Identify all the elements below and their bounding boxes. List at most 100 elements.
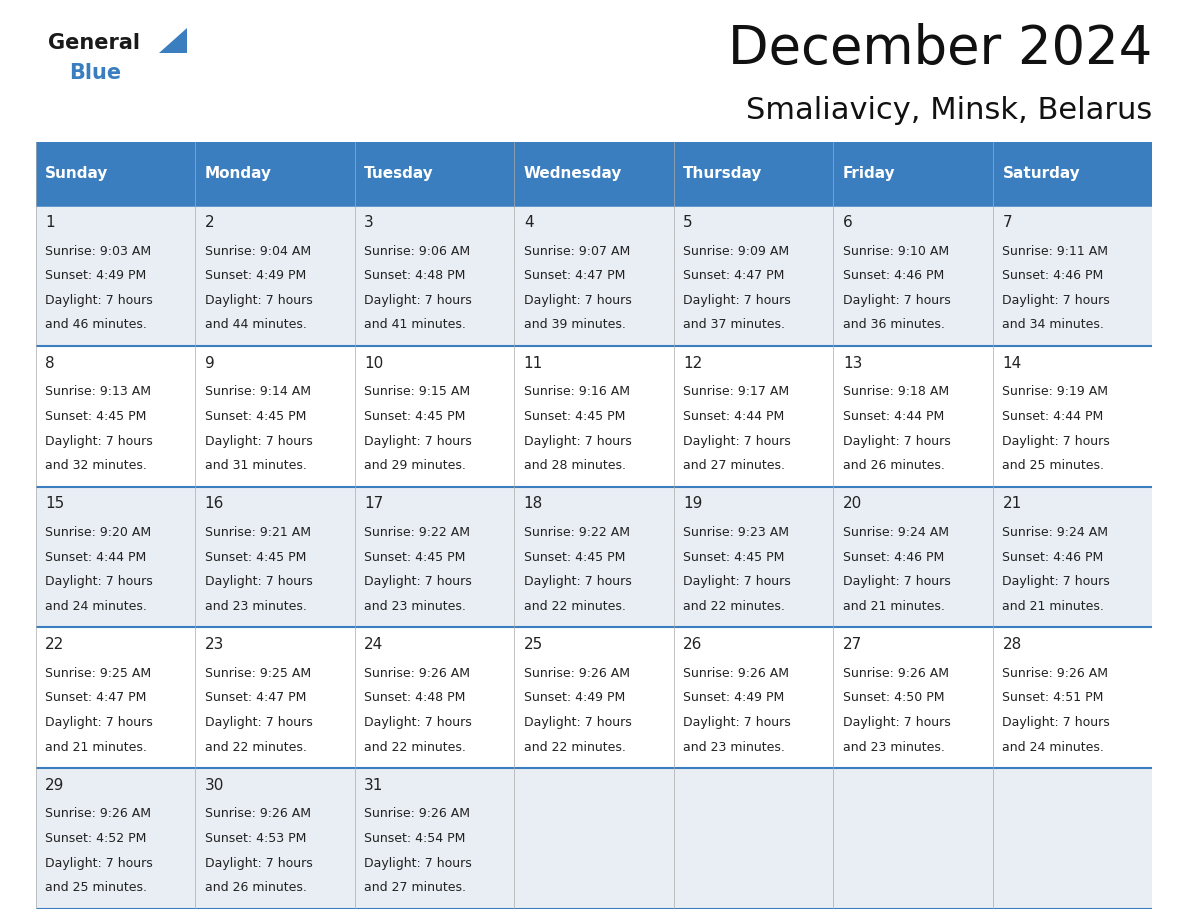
Text: Sunset: 4:45 PM: Sunset: 4:45 PM — [204, 410, 307, 423]
Text: and 28 minutes.: and 28 minutes. — [524, 459, 626, 472]
Text: Sunrise: 9:14 AM: Sunrise: 9:14 AM — [204, 386, 311, 398]
Text: and 32 minutes.: and 32 minutes. — [45, 459, 147, 472]
Text: 19: 19 — [683, 497, 703, 511]
Text: Sunrise: 9:26 AM: Sunrise: 9:26 AM — [842, 666, 949, 679]
Text: Daylight: 7 hours: Daylight: 7 hours — [365, 576, 472, 588]
Text: 28: 28 — [1003, 637, 1022, 652]
Text: and 39 minutes.: and 39 minutes. — [524, 319, 626, 331]
Text: Daylight: 7 hours: Daylight: 7 hours — [45, 294, 153, 307]
Text: Sunset: 4:44 PM: Sunset: 4:44 PM — [683, 410, 784, 423]
Text: Sunset: 4:48 PM: Sunset: 4:48 PM — [365, 269, 466, 282]
Text: 8: 8 — [45, 356, 55, 371]
Text: Sunrise: 9:07 AM: Sunrise: 9:07 AM — [524, 244, 630, 258]
Text: Sunset: 4:51 PM: Sunset: 4:51 PM — [1003, 691, 1104, 704]
Text: and 46 minutes.: and 46 minutes. — [45, 319, 147, 331]
Text: Daylight: 7 hours: Daylight: 7 hours — [1003, 716, 1110, 729]
Text: Sunrise: 9:26 AM: Sunrise: 9:26 AM — [45, 808, 151, 821]
Text: 14: 14 — [1003, 356, 1022, 371]
Text: and 23 minutes.: and 23 minutes. — [842, 741, 944, 754]
Text: Sunset: 4:47 PM: Sunset: 4:47 PM — [524, 269, 625, 282]
Text: and 27 minutes.: and 27 minutes. — [683, 459, 785, 472]
Text: and 29 minutes.: and 29 minutes. — [365, 459, 466, 472]
Text: Daylight: 7 hours: Daylight: 7 hours — [45, 856, 153, 869]
Text: Sunrise: 9:22 AM: Sunrise: 9:22 AM — [365, 526, 470, 539]
Text: Daylight: 7 hours: Daylight: 7 hours — [683, 294, 791, 307]
Text: Daylight: 7 hours: Daylight: 7 hours — [204, 716, 312, 729]
Text: and 23 minutes.: and 23 minutes. — [683, 741, 785, 754]
Text: Thursday: Thursday — [683, 166, 763, 181]
Text: 1: 1 — [45, 215, 55, 230]
Text: Sunset: 4:47 PM: Sunset: 4:47 PM — [683, 269, 785, 282]
Text: and 36 minutes.: and 36 minutes. — [842, 319, 944, 331]
Text: Sunset: 4:46 PM: Sunset: 4:46 PM — [1003, 269, 1104, 282]
Text: and 37 minutes.: and 37 minutes. — [683, 319, 785, 331]
Text: Sunrise: 9:20 AM: Sunrise: 9:20 AM — [45, 526, 151, 539]
Text: Daylight: 7 hours: Daylight: 7 hours — [683, 716, 791, 729]
Text: 25: 25 — [524, 637, 543, 652]
Text: 27: 27 — [842, 637, 862, 652]
Text: Daylight: 7 hours: Daylight: 7 hours — [842, 434, 950, 448]
Text: Daylight: 7 hours: Daylight: 7 hours — [1003, 576, 1110, 588]
Text: Sunset: 4:47 PM: Sunset: 4:47 PM — [45, 691, 146, 704]
Text: 31: 31 — [365, 778, 384, 793]
Text: Daylight: 7 hours: Daylight: 7 hours — [204, 294, 312, 307]
Text: and 25 minutes.: and 25 minutes. — [45, 881, 147, 894]
Text: Sunrise: 9:26 AM: Sunrise: 9:26 AM — [524, 666, 630, 679]
Text: and 22 minutes.: and 22 minutes. — [524, 599, 626, 613]
Text: Sunset: 4:49 PM: Sunset: 4:49 PM — [45, 269, 146, 282]
Text: 23: 23 — [204, 637, 225, 652]
Text: Daylight: 7 hours: Daylight: 7 hours — [524, 434, 632, 448]
Text: Daylight: 7 hours: Daylight: 7 hours — [683, 576, 791, 588]
Text: Sunset: 4:47 PM: Sunset: 4:47 PM — [204, 691, 307, 704]
Text: Daylight: 7 hours: Daylight: 7 hours — [524, 294, 632, 307]
Text: Sunrise: 9:13 AM: Sunrise: 9:13 AM — [45, 386, 151, 398]
Text: Daylight: 7 hours: Daylight: 7 hours — [365, 716, 472, 729]
Text: 3: 3 — [365, 215, 374, 230]
Text: 24: 24 — [365, 637, 384, 652]
Text: Sunset: 4:52 PM: Sunset: 4:52 PM — [45, 832, 146, 845]
Text: Daylight: 7 hours: Daylight: 7 hours — [683, 434, 791, 448]
Text: 15: 15 — [45, 497, 64, 511]
Text: 9: 9 — [204, 356, 215, 371]
Text: 2: 2 — [204, 215, 214, 230]
Text: Daylight: 7 hours: Daylight: 7 hours — [45, 434, 153, 448]
Text: and 22 minutes.: and 22 minutes. — [683, 599, 785, 613]
Text: 11: 11 — [524, 356, 543, 371]
Text: and 31 minutes.: and 31 minutes. — [204, 459, 307, 472]
Text: Sunset: 4:45 PM: Sunset: 4:45 PM — [365, 410, 466, 423]
Text: Saturday: Saturday — [1003, 166, 1080, 181]
Text: Sunset: 4:50 PM: Sunset: 4:50 PM — [842, 691, 944, 704]
Text: General: General — [48, 33, 139, 53]
Text: 16: 16 — [204, 497, 225, 511]
Text: and 25 minutes.: and 25 minutes. — [1003, 459, 1105, 472]
Text: Sunrise: 9:10 AM: Sunrise: 9:10 AM — [842, 244, 949, 258]
Text: Daylight: 7 hours: Daylight: 7 hours — [365, 434, 472, 448]
Text: 6: 6 — [842, 215, 853, 230]
Text: Daylight: 7 hours: Daylight: 7 hours — [204, 434, 312, 448]
Text: and 22 minutes.: and 22 minutes. — [524, 741, 626, 754]
Text: Sunrise: 9:16 AM: Sunrise: 9:16 AM — [524, 386, 630, 398]
Text: and 24 minutes.: and 24 minutes. — [45, 599, 147, 613]
Text: Daylight: 7 hours: Daylight: 7 hours — [1003, 294, 1110, 307]
Text: Sunset: 4:48 PM: Sunset: 4:48 PM — [365, 691, 466, 704]
Text: 12: 12 — [683, 356, 702, 371]
Text: Sunset: 4:46 PM: Sunset: 4:46 PM — [1003, 551, 1104, 564]
Text: and 26 minutes.: and 26 minutes. — [204, 881, 307, 894]
Text: Sunrise: 9:25 AM: Sunrise: 9:25 AM — [45, 666, 151, 679]
Text: Sunrise: 9:19 AM: Sunrise: 9:19 AM — [1003, 386, 1108, 398]
Text: Sunrise: 9:03 AM: Sunrise: 9:03 AM — [45, 244, 151, 258]
Text: Sunrise: 9:23 AM: Sunrise: 9:23 AM — [683, 526, 789, 539]
Text: Sunrise: 9:26 AM: Sunrise: 9:26 AM — [365, 666, 470, 679]
Text: Monday: Monday — [204, 166, 272, 181]
Text: Sunrise: 9:21 AM: Sunrise: 9:21 AM — [204, 526, 311, 539]
Text: Wednesday: Wednesday — [524, 166, 623, 181]
Text: Sunset: 4:45 PM: Sunset: 4:45 PM — [683, 551, 785, 564]
Text: and 22 minutes.: and 22 minutes. — [204, 741, 307, 754]
Text: Sunset: 4:46 PM: Sunset: 4:46 PM — [842, 269, 944, 282]
Text: Sunset: 4:46 PM: Sunset: 4:46 PM — [842, 551, 944, 564]
Text: 29: 29 — [45, 778, 64, 793]
Text: 22: 22 — [45, 637, 64, 652]
Text: Sunset: 4:54 PM: Sunset: 4:54 PM — [365, 832, 466, 845]
Text: Sunrise: 9:09 AM: Sunrise: 9:09 AM — [683, 244, 790, 258]
Text: Sunrise: 9:24 AM: Sunrise: 9:24 AM — [842, 526, 949, 539]
